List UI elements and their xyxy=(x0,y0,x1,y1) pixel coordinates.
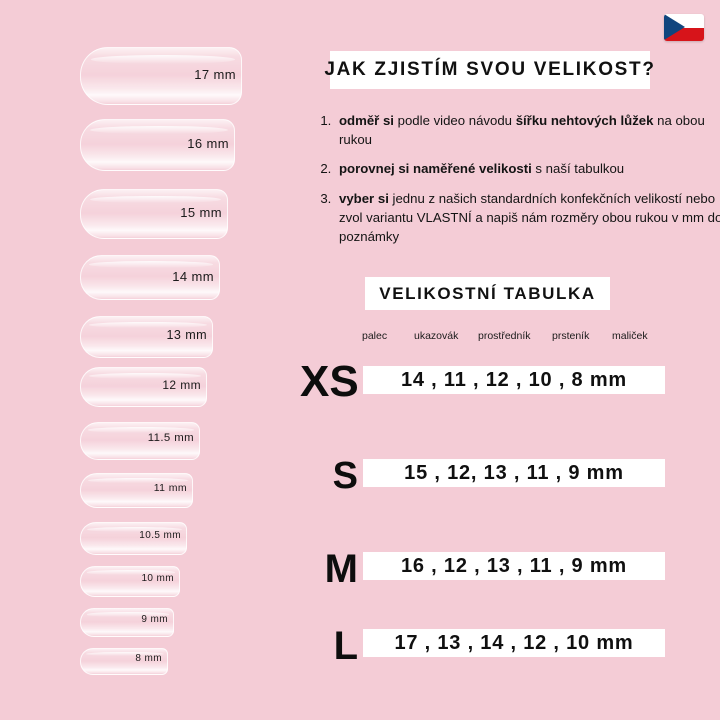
nail-tip-row: 17 mm xyxy=(80,47,242,105)
size-letter: M xyxy=(324,547,358,591)
nail-tip-shape xyxy=(80,47,242,105)
instruction-step: odměř si podle video návodu šířku nehtov… xyxy=(335,112,720,149)
size-letter: XS xyxy=(300,357,359,406)
nail-tip-row: 10.5 mm xyxy=(80,522,187,555)
size-values-bar: 16 , 12 , 13 , 11 , 9 mm xyxy=(363,552,665,580)
nail-tip-row: 11 mm xyxy=(80,473,193,508)
step-text: s naší tabulkou xyxy=(531,161,625,177)
finger-label: prsteník xyxy=(552,330,590,342)
nail-tip-shape xyxy=(80,367,207,407)
nail-tip-shape xyxy=(80,608,174,637)
instruction-step: vyber si jednu z našich standardních kon… xyxy=(335,190,720,246)
nail-tip-row: 11.5 mm xyxy=(80,422,200,460)
nail-tip-row: 13 mm xyxy=(80,316,213,358)
finger-label: palec xyxy=(362,330,388,342)
page-title: JAK ZJISTÍM SVOU VELIKOST? xyxy=(324,59,656,80)
nail-tip-shape xyxy=(80,255,220,300)
finger-labels-header: palec ukazovák prostředník prsteník maliček xyxy=(362,330,662,342)
nail-tip-row: 14 mm xyxy=(80,255,220,300)
nail-tip-row: 12 mm xyxy=(80,367,207,407)
size-row: XS 14 , 11 , 12 , 10 , 8 mm xyxy=(300,352,720,404)
nail-tip-shape xyxy=(80,648,168,675)
size-row: M 16 , 12 , 13 , 11 , 9 mm xyxy=(300,538,720,591)
nail-tip-size-label: 16 mm xyxy=(187,136,229,151)
nail-tip-shape xyxy=(80,422,200,460)
step-text: jednu z našich standardních konfekčních … xyxy=(339,191,720,244)
step-bold-lead: porovnej si naměřené velikosti xyxy=(339,161,532,177)
step-text: podle video návodu xyxy=(393,113,516,128)
size-letter: S xyxy=(332,455,358,497)
finger-label: maliček xyxy=(612,330,648,342)
nail-tip-size-label: 10.5 mm xyxy=(139,529,181,541)
nail-tip-size-label: 17 mm xyxy=(194,67,236,82)
size-values-bar: 14 , 11 , 12 , 10 , 8 mm xyxy=(363,366,665,394)
size-row: L 17 , 13 , 14 , 12 , 10 mm xyxy=(300,615,720,668)
nail-tip-row: 16 mm xyxy=(80,119,235,171)
size-table-title-banner: VELIKOSTNÍ TABULKA xyxy=(365,277,610,310)
nail-tip-shape xyxy=(80,522,187,555)
step-bold-lead: vyber si xyxy=(339,191,389,207)
nail-tip-size-label: 11 mm xyxy=(153,481,187,494)
nail-tip-shape xyxy=(80,316,213,358)
page-title-banner: JAK ZJISTÍM SVOU VELIKOST? xyxy=(324,51,654,89)
size-values-bar: 17 , 13 , 14 , 12 , 10 mm xyxy=(363,629,665,657)
nail-tip-size-label: 11.5 mm xyxy=(147,432,194,444)
finger-label: ukazovák xyxy=(414,330,459,342)
size-values: 14 , 11 , 12 , 10 , 8 mm xyxy=(400,368,627,391)
nail-tip-shape xyxy=(80,119,235,171)
nail-tip-samples-column: 17 mm 16 mm 15 mm 14 mm 13 mm 12 mm 11.5 mm 11 … xyxy=(0,0,300,720)
info-column: JAK ZJISTÍM SVOU VELIKOST? odměř si podl… xyxy=(300,0,720,720)
nail-tip-row: 10 mm xyxy=(80,566,180,597)
nail-tip-shape xyxy=(80,566,180,597)
nail-tip-size-label: 10 mm xyxy=(141,572,174,584)
nail-tip-size-label: 15 mm xyxy=(180,205,222,220)
instruction-step: porovnej si naměřené velikosti s naší ta… xyxy=(335,160,720,179)
size-values: 15 , 12, 13 , 11 , 9 mm xyxy=(404,461,624,484)
finger-label: prostředník xyxy=(478,330,531,342)
nail-tip-shape xyxy=(80,473,193,508)
size-values: 17 , 13 , 14 , 12 , 10 mm xyxy=(394,631,634,654)
nail-tip-shape xyxy=(80,189,228,239)
flag-blue-triangle xyxy=(664,14,685,40)
size-letter: L xyxy=(333,624,358,668)
nail-tip-size-label: 9 mm xyxy=(141,613,168,625)
size-values-bar: 15 , 12, 13 , 11 , 9 mm xyxy=(363,459,665,487)
nail-tip-size-label: 14 mm xyxy=(172,268,214,284)
czech-flag-icon xyxy=(664,14,704,41)
nail-tip-row: 9 mm xyxy=(80,608,174,637)
size-values: 16 , 12 , 13 , 11 , 9 mm xyxy=(400,554,627,577)
nail-tip-row: 15 mm xyxy=(80,189,228,239)
step-text-tail: na obou rukou xyxy=(339,113,705,147)
size-table-title: VELIKOSTNÍ TABULKA xyxy=(379,283,596,303)
size-row: S 15 , 12, 13 , 11 , 9 mm xyxy=(300,445,720,497)
nail-tip-size-label: 8 mm xyxy=(135,652,162,664)
nail-tip-size-label: 13 mm xyxy=(166,328,207,342)
step-bold-lead: odměř si xyxy=(339,113,394,128)
nail-tip-size-label: 12 mm xyxy=(162,378,201,392)
step-bold-emphasis: šířku nehtových lůžek xyxy=(515,113,654,128)
instruction-steps: odměř si podle video návodu šířku nehtov… xyxy=(310,112,720,257)
nail-tip-row: 8 mm xyxy=(80,648,168,675)
